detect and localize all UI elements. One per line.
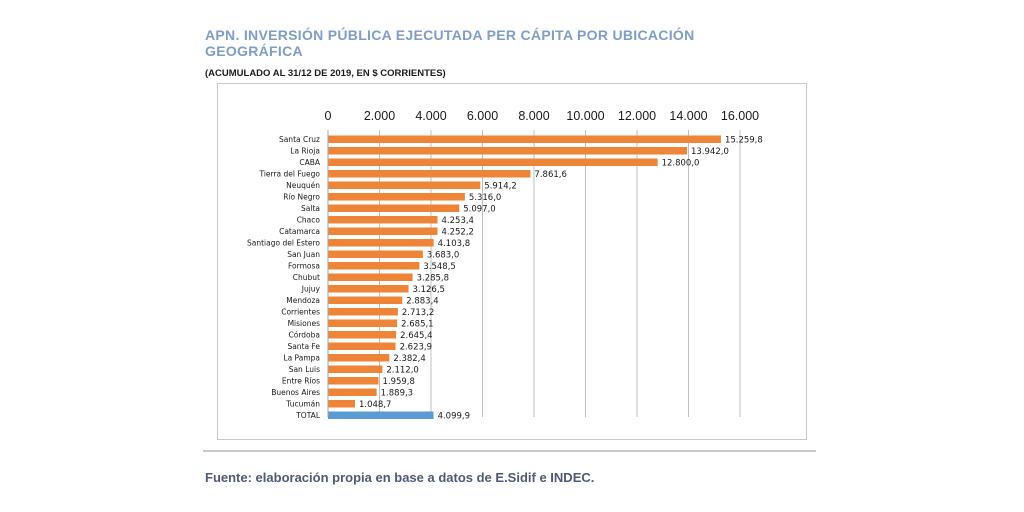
bar <box>328 250 423 258</box>
chart-subtitle: (ACUMULADO AL 31/12 DE 2019, EN $ CORRIE… <box>205 68 446 79</box>
category-label: Chaco <box>297 215 321 224</box>
data-label: 3.285,8 <box>417 273 449 283</box>
x-tick-label: 8.000 <box>518 109 549 123</box>
data-label: 3.683,0 <box>427 250 459 260</box>
data-label: 3.548,5 <box>423 262 455 272</box>
chart-title: APN. INVERSIÓN PÚBLICA EJECUTADA PER CÁP… <box>205 27 695 59</box>
data-label: 4.099,9 <box>438 411 470 421</box>
category-label: Misiones <box>288 319 321 328</box>
bar <box>328 262 420 270</box>
data-label: 4.103,8 <box>438 239 470 249</box>
bar <box>328 239 434 247</box>
data-label: 5.316,0 <box>469 193 501 203</box>
bar <box>328 158 658 166</box>
category-label: TOTAL <box>295 411 321 420</box>
data-label: 7.861,6 <box>534 170 566 180</box>
bar <box>328 296 403 304</box>
x-tick-label: 16.000 <box>721 109 759 123</box>
category-label: La Pampa <box>283 353 320 362</box>
category-label: CABA <box>299 158 321 167</box>
data-label: 4.252,2 <box>441 227 473 237</box>
data-label: 3.126,5 <box>413 285 445 295</box>
category-label: Jujuy <box>301 284 321 293</box>
category-label: Río Negro <box>283 192 320 201</box>
bar <box>328 365 383 373</box>
total-bar <box>328 411 434 419</box>
data-label: 15.259,8 <box>725 135 763 145</box>
bar <box>328 331 397 339</box>
data-label: 1.048,7 <box>359 400 391 410</box>
data-label: 1.889,3 <box>381 388 413 398</box>
bar <box>328 193 465 201</box>
bar <box>328 181 481 189</box>
bar <box>328 273 413 281</box>
x-tick-label: 2.000 <box>364 109 395 123</box>
chart-frame: 0 2.000 4.000 6.000 8.000 10.000 12.000 14.000 1… <box>217 83 807 440</box>
data-label: 13.942,0 <box>691 147 729 157</box>
x-tick-label: 6.000 <box>467 109 498 123</box>
data-label: 2.112,0 <box>386 365 418 375</box>
x-tick-label: 10.000 <box>566 109 604 123</box>
data-label: 12.800,0 <box>662 158 700 168</box>
data-label: 2.382,4 <box>393 354 425 364</box>
bar <box>328 135 721 143</box>
bar <box>328 308 398 316</box>
data-label: 4.253,4 <box>442 216 474 226</box>
bar <box>328 216 438 224</box>
category-label: Chubut <box>293 273 320 282</box>
x-tick-label: 0 <box>325 109 332 123</box>
category-label: Mendoza <box>286 296 320 305</box>
data-label: 2.685,1 <box>401 319 433 329</box>
data-label: 5.097,0 <box>463 204 495 214</box>
bar <box>328 377 379 385</box>
category-label: Santa Fe <box>287 342 320 351</box>
data-label: 2.883,4 <box>406 296 438 306</box>
bar <box>328 227 438 235</box>
category-label: Tucumán <box>285 399 320 408</box>
divider <box>203 450 816 452</box>
bar <box>328 170 531 178</box>
data-label: 2.645,4 <box>400 331 432 341</box>
category-label: Entre Ríos <box>282 376 320 385</box>
bar <box>328 204 460 212</box>
bar <box>328 285 409 293</box>
category-label: Catamarca <box>279 227 320 236</box>
category-label: Formosa <box>288 261 320 270</box>
data-label: 2.623,9 <box>400 342 432 352</box>
x-tick-label: 12.000 <box>618 109 656 123</box>
x-tick-label: 4.000 <box>415 109 446 123</box>
x-tick-label: 14.000 <box>669 109 707 123</box>
data-label: 1.959,8 <box>382 377 414 387</box>
bar <box>328 342 396 350</box>
category-label: Neuquén <box>286 181 320 190</box>
category-label: San Juan <box>287 250 320 259</box>
category-label: Buenos Aires <box>271 388 320 397</box>
data-label: 5.914,2 <box>484 181 516 191</box>
category-label: Tierra del Fuego <box>258 169 320 178</box>
bar <box>328 400 356 408</box>
category-label: La Rioja <box>290 146 320 155</box>
bar-chart: 0 2.000 4.000 6.000 8.000 10.000 12.000 14.000 1… <box>247 109 763 421</box>
category-label: San Luis <box>289 365 320 374</box>
bar <box>328 147 688 155</box>
category-label: Corrientes <box>281 307 320 316</box>
category-label: Santiago del Estero <box>247 238 320 247</box>
category-label: Salta <box>301 204 320 213</box>
bar <box>328 388 377 396</box>
bar <box>328 319 398 327</box>
category-label: Santa Cruz <box>279 135 320 144</box>
bar <box>328 354 390 362</box>
category-label: Córdoba <box>289 330 320 339</box>
data-label: 2.713,2 <box>402 308 434 318</box>
source-note: Fuente: elaboración propia en base a dat… <box>205 470 595 485</box>
